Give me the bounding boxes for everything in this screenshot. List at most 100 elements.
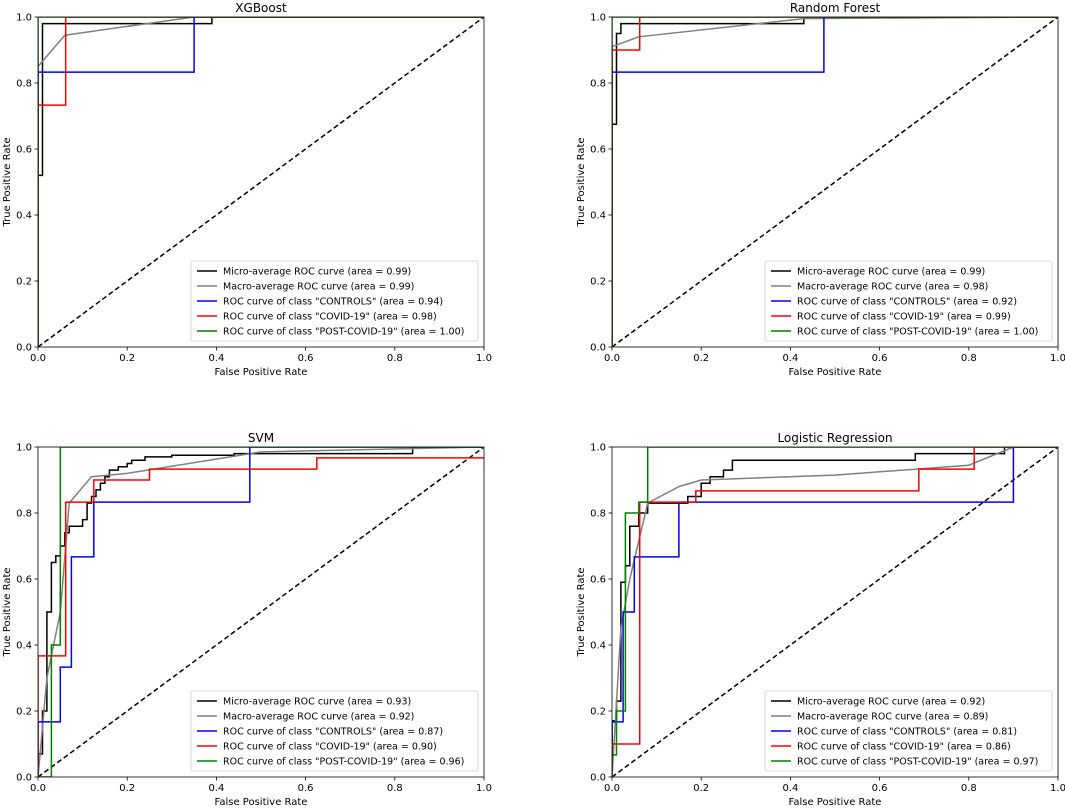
x-tick-label: 1.0 bbox=[476, 353, 492, 364]
y-tick-label: 0.0 bbox=[16, 343, 32, 354]
y-tick-label: 0.2 bbox=[16, 277, 32, 288]
panel-logistic-regression: Logistic Regression 0.0 0.2 0.4 0.6 0.8 1.0 0.0… bbox=[576, 431, 1065, 808]
chart-title: XGBoost bbox=[235, 1, 287, 15]
legend-label: Micro-average ROC curve (area = 0.92) bbox=[797, 697, 985, 708]
y-axis-label: True Positive Rate bbox=[576, 567, 587, 657]
legend-box bbox=[764, 690, 1053, 772]
plot-frame bbox=[611, 16, 1059, 348]
y-axis-label: True Positive Rate bbox=[2, 567, 13, 657]
macro-average-curve bbox=[612, 17, 1058, 347]
legend-label: ROC curve of class "COVID-19" (area = 0.… bbox=[223, 312, 437, 323]
chart-title: Random Forest bbox=[790, 1, 881, 15]
panel-random-forest: Random Forest 0.0 0.2 0.4 0.6 0.8 1.0 0.0 0.2 0.4… bbox=[576, 1, 1065, 378]
y-tick-label: 0.8 bbox=[590, 509, 606, 520]
chart-title: Logistic Regression bbox=[777, 431, 892, 445]
legend-label: Micro-average ROC curve (area = 0.99) bbox=[797, 267, 985, 278]
legend-label: Macro-average ROC curve (area = 0.92) bbox=[223, 712, 414, 723]
y-tick-label: 0.4 bbox=[16, 211, 32, 222]
y-tick-label: 0.2 bbox=[590, 277, 606, 288]
x-tick-label: 0.2 bbox=[693, 783, 709, 794]
x-tick-label: 0.0 bbox=[604, 353, 620, 364]
y-tick-label: 0.2 bbox=[590, 707, 606, 718]
x-axis-label: False Positive Rate bbox=[789, 367, 882, 378]
x-tick-label: 0.2 bbox=[693, 353, 709, 364]
y-tick-label: 0.4 bbox=[590, 211, 606, 222]
chance-diagonal-line bbox=[38, 17, 484, 347]
covid-19-curve bbox=[612, 17, 1058, 347]
panel-svm: SVM 0.0 0.2 0.4 0.6 0.8 1.0 0.0 0.2 0.4 0.6 0.8 1.0 F… bbox=[2, 431, 492, 808]
x-tick-label: 0.0 bbox=[30, 783, 46, 794]
post-covid-19-curve bbox=[612, 447, 1058, 777]
legend-label: ROC curve of class "POST-COVID-19" (area… bbox=[797, 327, 1038, 338]
x-tick-label: 0.8 bbox=[387, 353, 403, 364]
legend-label: Micro-average ROC curve (area = 0.93) bbox=[223, 697, 411, 708]
x-axis-label: False Positive Rate bbox=[789, 797, 882, 808]
legend-box bbox=[764, 260, 1053, 342]
y-tick-label: 0.0 bbox=[16, 773, 32, 784]
x-tick-label: 0.2 bbox=[119, 353, 135, 364]
legend: Micro-average ROC curve (area = 0.92) Mac… bbox=[764, 690, 1053, 772]
legend: Micro-average ROC curve (area = 0.99) Mac… bbox=[764, 260, 1053, 342]
plot-frame bbox=[611, 446, 1059, 778]
chart-title: SVM bbox=[248, 431, 274, 445]
legend-label: ROC curve of class "COVID-19" (area = 0.… bbox=[223, 742, 437, 753]
y-tick-label: 1.0 bbox=[590, 13, 606, 24]
x-tick-label: 0.0 bbox=[604, 783, 620, 794]
x-tick-label: 0.8 bbox=[961, 783, 977, 794]
y-tick-label: 0.8 bbox=[16, 509, 32, 520]
legend: Micro-average ROC curve (area = 0.99) Mac… bbox=[190, 260, 479, 342]
micro-average-curve bbox=[612, 447, 1058, 777]
micro-average-curve bbox=[38, 17, 484, 347]
y-tick-label: 0.6 bbox=[590, 575, 606, 586]
post-covid-19-curve bbox=[38, 447, 484, 777]
legend-box bbox=[190, 690, 479, 772]
x-tick-label: 0.4 bbox=[782, 353, 798, 364]
covid-19-curve bbox=[612, 447, 1058, 777]
y-tick-label: 1.0 bbox=[590, 443, 606, 454]
x-tick-label: 0.6 bbox=[298, 353, 314, 364]
x-tick-label: 0.8 bbox=[387, 783, 403, 794]
y-axis-label: True Positive Rate bbox=[2, 137, 13, 227]
y-tick-label: 0.2 bbox=[16, 707, 32, 718]
y-tick-label: 0.8 bbox=[16, 79, 32, 90]
legend-label: Macro-average ROC curve (area = 0.99) bbox=[223, 282, 414, 293]
x-axis-label: False Positive Rate bbox=[215, 797, 308, 808]
y-tick-label: 0.8 bbox=[590, 79, 606, 90]
x-tick-label: 0.6 bbox=[872, 783, 888, 794]
x-tick-label: 1.0 bbox=[1050, 353, 1065, 364]
controls-curve bbox=[38, 447, 484, 777]
controls-curve bbox=[612, 447, 1058, 777]
y-tick-label: 0.0 bbox=[590, 343, 606, 354]
legend-label: Micro-average ROC curve (area = 0.99) bbox=[223, 267, 411, 278]
legend-label: Macro-average ROC curve (area = 0.89) bbox=[797, 712, 988, 723]
x-axis-label: False Positive Rate bbox=[215, 367, 308, 378]
plot-frame bbox=[37, 16, 485, 348]
x-tick-label: 0.4 bbox=[208, 783, 224, 794]
covid-19-curve bbox=[38, 457, 484, 777]
y-axis-label: True Positive Rate bbox=[576, 137, 587, 227]
x-tick-label: 0.8 bbox=[961, 353, 977, 364]
x-tick-label: 0.2 bbox=[119, 783, 135, 794]
chance-diagonal-line bbox=[38, 447, 484, 777]
legend-label: ROC curve of class "CONTROLS" (area = 0.… bbox=[223, 727, 443, 738]
y-tick-label: 0.4 bbox=[16, 641, 32, 652]
panel-xgboost: XGBoost 0.0 0.2 0.4 0.6 0.8 1.0 0.0 0.2 0.4 0.6 0.8… bbox=[2, 1, 492, 378]
covid-19-curve bbox=[38, 17, 484, 347]
x-tick-label: 0.6 bbox=[872, 353, 888, 364]
x-tick-label: 0.4 bbox=[208, 353, 224, 364]
y-tick-label: 0.6 bbox=[16, 575, 32, 586]
legend-label: Macro-average ROC curve (area = 0.98) bbox=[797, 282, 988, 293]
legend-label: ROC curve of class "COVID-19" (area = 0.… bbox=[797, 312, 1011, 323]
plot-frame bbox=[37, 446, 485, 778]
y-tick-label: 0.4 bbox=[590, 641, 606, 652]
legend-label: ROC curve of class "COVID-19" (area = 0.… bbox=[797, 742, 1011, 753]
macro-average-curve bbox=[38, 17, 484, 347]
legend-label: ROC curve of class "CONTROLS" (area = 0.… bbox=[797, 727, 1017, 738]
legend-label: ROC curve of class "POST-COVID-19" (area… bbox=[797, 757, 1038, 768]
y-tick-label: 0.6 bbox=[590, 145, 606, 156]
x-tick-label: 0.0 bbox=[30, 353, 46, 364]
macro-average-curve bbox=[38, 447, 484, 777]
y-tick-label: 1.0 bbox=[16, 13, 32, 24]
legend-label: ROC curve of class "POST-COVID-19" (area… bbox=[223, 757, 464, 768]
